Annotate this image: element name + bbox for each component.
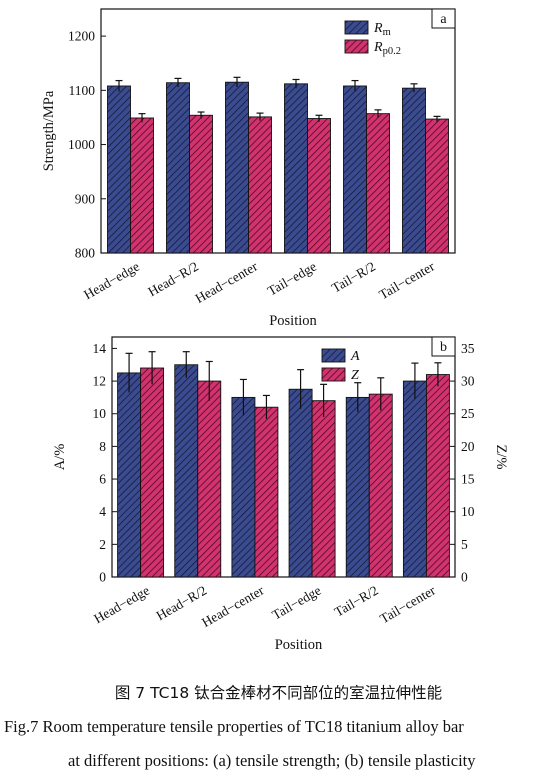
y-axis-label: A/% [52, 444, 68, 471]
x-category-label: Head−edge [91, 583, 152, 627]
legend-entry: A [350, 349, 360, 364]
x-category-label: Tail−R/2 [329, 259, 378, 296]
y-right-tick-label: 0 [461, 570, 468, 585]
legend-swatch [344, 39, 369, 54]
legend-swatch [321, 348, 346, 363]
bar-m-5 [402, 87, 426, 254]
bar-a-5 [402, 380, 427, 578]
plot-frame [111, 336, 456, 578]
bar-m-4 [343, 85, 367, 254]
y-right-tick-label: 30 [461, 374, 475, 389]
y-tick-label: 12 [93, 374, 107, 389]
x-axis-label: Position [275, 637, 323, 653]
x-category-label: Head−center [199, 582, 267, 630]
panel-label: a [440, 12, 447, 27]
y-tick-label: 8 [99, 439, 106, 454]
y-tick-label: 4 [99, 504, 106, 519]
bar-p02-3 [307, 118, 331, 254]
bar-z-3 [311, 400, 336, 578]
y-right-tick-label: 15 [461, 472, 475, 487]
y-tick-label: 800 [75, 246, 96, 261]
legend-entry: Rp0.2 [373, 40, 401, 57]
x-category-label: Tail−center [377, 582, 438, 626]
caption-english-line-1: Fig.7 Room temperature tensile propertie… [4, 717, 464, 736]
y-tick-label: 6 [99, 472, 106, 487]
bar-m-0 [107, 85, 131, 254]
y-right-tick-label: 10 [461, 504, 475, 519]
legend-swatch [344, 20, 369, 35]
legend-swatch [321, 367, 346, 382]
y-tick-label: 900 [75, 191, 96, 206]
x-category-label: Tail−edge [269, 583, 323, 623]
y-tick-label: 1100 [69, 83, 96, 98]
x-category-label: Tail−center [376, 258, 437, 302]
y-tick-label: 2 [99, 537, 106, 552]
bar-m-1 [166, 82, 190, 254]
legend-entry-base: R [373, 21, 383, 36]
y-right-axis-label: Z/% [493, 445, 509, 470]
bar-z-0 [140, 367, 165, 578]
legend-entry-name: Z [351, 368, 359, 383]
legend-entry: Rm [373, 21, 391, 38]
y-axis-label: Strength/MPa [41, 90, 57, 171]
bar-z-4 [368, 393, 393, 578]
x-category-label: Tail−edge [265, 259, 319, 299]
bar-z-1 [197, 380, 222, 578]
legend-entry-subscript: p0.2 [383, 46, 401, 57]
y-tick-label: 1000 [68, 137, 95, 152]
bar-a-4 [345, 396, 370, 578]
bar-p02-1 [189, 114, 213, 254]
bar-a-1 [174, 364, 199, 578]
x-axis-label: Position [269, 313, 317, 329]
bar-m-2 [225, 81, 249, 254]
bar-a-0 [117, 372, 142, 578]
legend-entry-name: A [350, 349, 360, 364]
y-tick-label: 0 [99, 570, 106, 585]
y-right-tick-label: 35 [461, 341, 475, 356]
panel-label-box [431, 336, 456, 357]
plot-frame [100, 8, 456, 254]
bar-m-3 [284, 83, 308, 254]
bar-a-3 [288, 388, 313, 578]
y-tick-label: 10 [93, 406, 107, 421]
y-tick-label: 1200 [68, 29, 95, 44]
bar-z-5 [425, 374, 450, 578]
bar-z-2 [254, 406, 279, 578]
bar-p02-0 [130, 117, 154, 254]
y-right-tick-label: 20 [461, 439, 475, 454]
legend-entry-base: R [373, 40, 383, 55]
panel-label: b [440, 340, 447, 355]
bar-a-2 [231, 396, 256, 578]
caption-english-line-2: at different positions: (a) tensile stre… [68, 751, 476, 770]
x-category-label: Head−center [193, 258, 261, 306]
legend-entry-subscript: m [383, 27, 391, 38]
y-right-tick-label: 25 [461, 406, 475, 421]
bar-p02-2 [248, 116, 272, 254]
x-category-label: Head−edge [81, 259, 142, 303]
y-tick-label: 14 [93, 341, 107, 356]
bar-p02-4 [366, 113, 390, 254]
panel-label-box [431, 8, 456, 29]
y-right-tick-label: 5 [461, 537, 468, 552]
caption-chinese: 图 7 TC18 钛合金棒材不同部位的室温拉伸性能 [114, 684, 443, 702]
x-category-label: Tail−R/2 [332, 583, 381, 620]
bar-p02-5 [425, 118, 449, 254]
legend-entry: Z [351, 368, 359, 383]
